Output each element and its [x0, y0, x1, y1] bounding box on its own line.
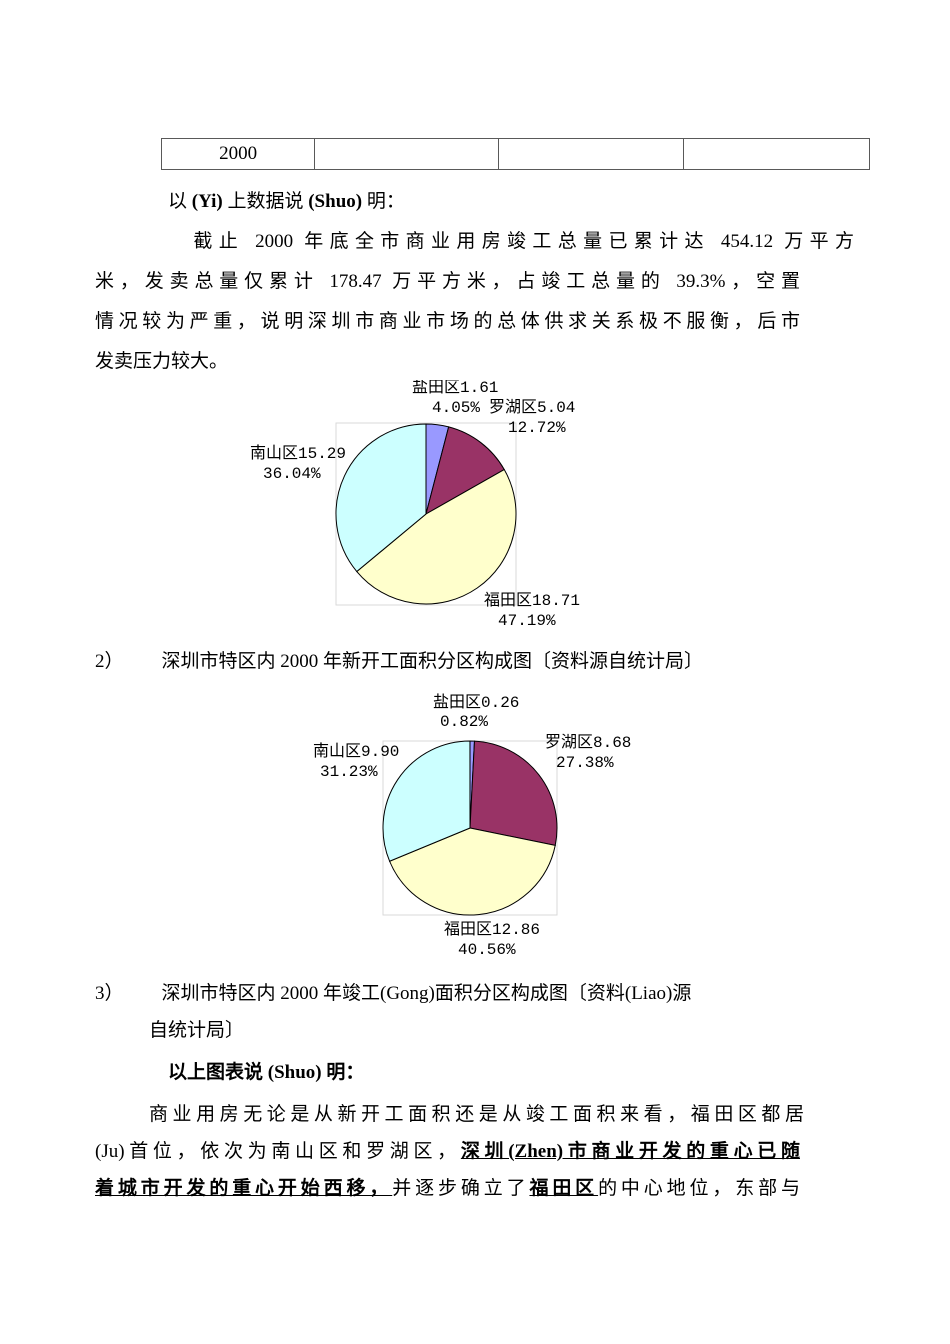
svg-text:盐田区1.61: 盐田区1.61: [412, 380, 498, 397]
svg-text:罗湖区8.68: 罗湖区8.68: [545, 733, 631, 752]
svg-text:南山区9.90: 南山区9.90: [313, 742, 399, 761]
svg-text:27.38%: 27.38%: [556, 754, 614, 772]
svg-text:盐田区0.26: 盐田区0.26: [433, 693, 519, 712]
svg-text:40.56%: 40.56%: [458, 941, 516, 959]
svg-text:罗湖区5.04: 罗湖区5.04: [489, 398, 575, 417]
svg-text:47.19%: 47.19%: [498, 612, 556, 630]
svg-text:31.23%: 31.23%: [320, 763, 378, 781]
svg-text:福田区18.71: 福田区18.71: [484, 591, 580, 610]
svg-text:福田区12.86: 福田区12.86: [444, 920, 540, 939]
svg-text:4.05%: 4.05%: [432, 399, 480, 417]
svg-text:南山区15.29: 南山区15.29: [250, 444, 346, 463]
svg-text:36.04%: 36.04%: [263, 465, 321, 483]
svg-text:0.82%: 0.82%: [440, 713, 488, 731]
svg-text:12.72%: 12.72%: [508, 419, 566, 437]
